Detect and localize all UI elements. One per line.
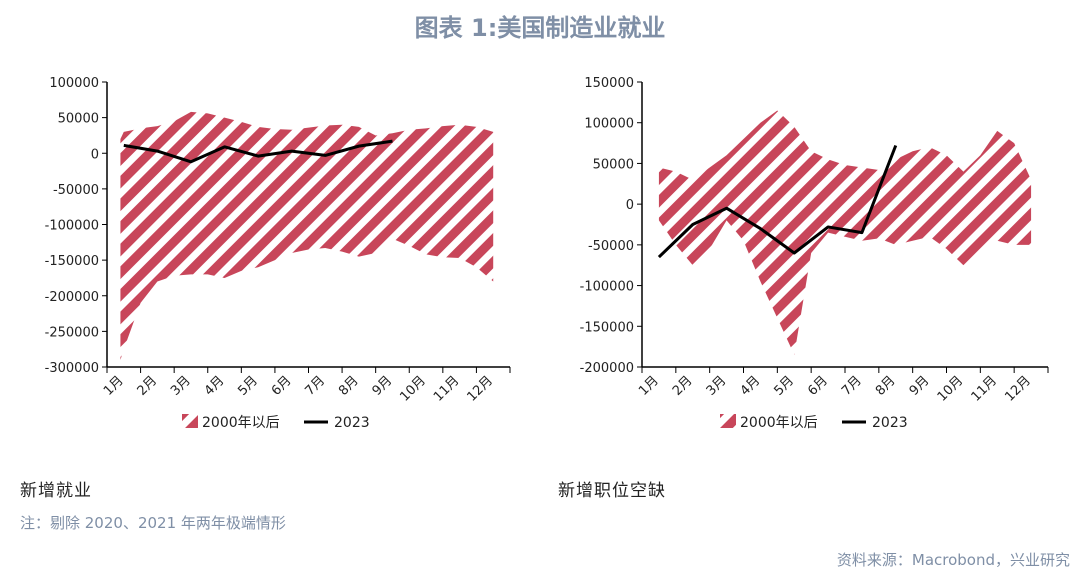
x-tick-label: 6月 [269,373,295,399]
x-tick-label: 12月 [1002,373,1033,404]
x-tick-label: 3月 [168,373,194,399]
y-tick-label: -300000 [45,361,99,376]
y-tick-label: -50000 [588,239,634,254]
legend-swatch-band [182,414,198,428]
legend-swatch-band [720,414,736,428]
x-tick-label: 5月 [235,373,261,399]
x-tick-label: 10月 [935,373,966,404]
x-tick-label: 4月 [202,373,228,399]
x-tick-label: 7月 [302,373,328,399]
legend-label-line: 2023 [872,415,908,431]
y-tick-label: -50000 [53,183,99,198]
x-tick-label: 2月 [670,373,696,399]
x-tick-label: 1月 [101,373,127,399]
series-band-2000-onward [658,110,1032,355]
series-line-2023 [657,144,898,259]
y-tick-label: -250000 [45,325,99,340]
legend-label-line: 2023 [334,415,370,431]
series-line-2023 [123,139,393,164]
x-tick-label: 5月 [771,373,797,399]
x-tick-label: 6月 [805,373,831,399]
y-tick-label: -200000 [580,361,634,376]
legend-label-band: 2000年以后 [740,415,818,431]
y-tick-label: -150000 [580,320,634,335]
page-title: 图表 1:美国制造业就业 [414,14,666,42]
x-tick-label: 3月 [704,373,730,399]
y-tick-label: 150000 [584,76,634,91]
y-tick-label: 0 [91,147,99,162]
y-tick-label: 50000 [593,157,634,172]
y-tick-label: -100000 [580,280,634,295]
series-band-2000-onward [120,111,494,360]
x-tick-label: 7月 [839,373,865,399]
x-tick-label: 8月 [873,373,899,399]
x-tick-label: 1月 [636,373,662,399]
x-tick-label: 11月 [431,373,462,404]
source-text: 资料来源：Macrobond，兴业研究 [836,551,1070,569]
chart-job-openings: 150000 100000 50000 0 -50000 -100000 -150000 -2… [580,76,1049,431]
x-tick-label: 12月 [465,373,496,404]
x-tick-label: 2月 [135,373,161,399]
footnote: 注：剔除 2020、2021 年两年极端情形 [20,514,286,532]
chart-employment: 100000 50000 0 -50000 -100000 -150000 -200000 -… [45,76,511,431]
caption-job-openings: 新增职位空缺 [558,481,666,501]
y-tick-label: -200000 [45,290,99,305]
x-tick-label: 4月 [738,373,764,399]
x-tick-label: 9月 [370,373,396,399]
y-tick-label: -150000 [45,254,99,269]
x-tick-label: 10月 [397,373,428,404]
caption-employment: 新增就业 [20,481,92,501]
y-tick-label: 100000 [49,76,99,91]
x-tick-label: 9月 [907,373,933,399]
x-tick-label: 11月 [969,373,1000,404]
legend-label-band: 2000年以后 [202,415,280,431]
y-tick-label: -100000 [45,219,99,234]
y-tick-label: 50000 [58,112,99,127]
x-tick-label: 8月 [336,373,362,399]
y-tick-label: 0 [626,198,634,213]
y-tick-label: 100000 [584,117,634,132]
